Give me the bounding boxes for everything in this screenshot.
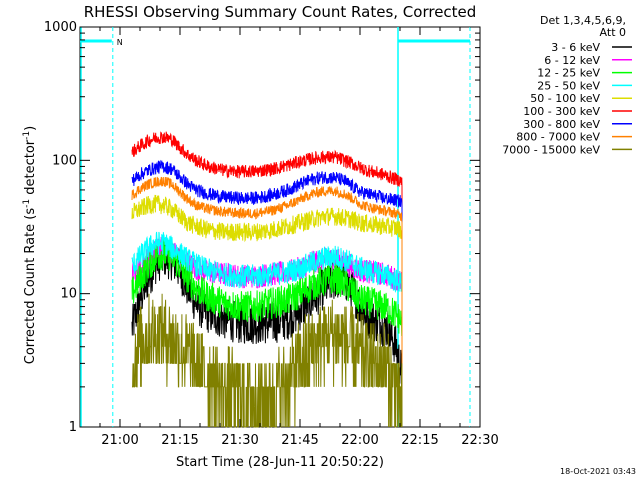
legend-header-line: Det 1,3,4,5,6,9,	[540, 14, 626, 27]
y-tick-label: 10	[60, 287, 77, 302]
x-tick-label: 22:30	[461, 433, 498, 448]
x-tick-label: 21:30	[221, 433, 258, 448]
series-layer	[131, 131, 403, 428]
legend-label: 25 - 50 keV	[537, 79, 600, 92]
series-line-6	[131, 159, 403, 427]
legend-label: 100 - 300 keV	[523, 105, 600, 118]
legend-header-line: Att 0	[600, 26, 626, 39]
y-axis-label-main: Corrected Count Rate (s	[23, 208, 38, 365]
series-line-3	[131, 231, 403, 427]
x-tick-label: 21:45	[281, 433, 318, 448]
y-tick-label: 1	[69, 420, 77, 435]
x-tick-label: 22:00	[341, 433, 378, 448]
chart-title: RHESSI Observing Summary Count Rates, Co…	[84, 3, 477, 21]
y-axis-label-sup1: -1	[22, 199, 32, 208]
y-axis-label-end: )	[23, 126, 38, 131]
y-axis-label: Corrected Count Rate (s-1 detector-1)	[22, 126, 38, 364]
legend-label: 6 - 12 keV	[544, 54, 600, 67]
series-line-8	[132, 293, 403, 428]
night-label: N	[117, 38, 123, 47]
legend-label: 800 - 7000 keV	[516, 131, 600, 144]
series-line-5	[131, 131, 403, 427]
x-tick-label: 21:00	[101, 433, 138, 448]
x-tick-label: 22:15	[401, 433, 438, 448]
legend-label: 7000 - 15000 keV	[502, 143, 600, 156]
y-tick-label: 100	[52, 153, 77, 168]
legend-label: 300 - 800 keV	[523, 118, 600, 131]
series-line-2	[131, 238, 403, 427]
timestamp: 18-Oct-2021 03:43	[560, 467, 636, 476]
legend-label: 50 - 100 keV	[530, 92, 600, 105]
series-line-4	[131, 194, 403, 427]
legend-label: 3 - 6 keV	[551, 41, 600, 54]
x-tick-label: 21:15	[161, 433, 198, 448]
y-axis-label-mid: detector	[23, 139, 38, 199]
y-tick-label: 1000	[44, 20, 77, 35]
y-axis-label-sup2: -1	[22, 131, 32, 140]
x-axis-label: Start Time (28-Jun-11 20:50:22)	[176, 455, 384, 470]
series-line-7	[131, 176, 403, 427]
axis-layer: 21:00 21:15 21:30 21:45 22:00 22:15 22:30 1 10 10…	[44, 20, 499, 448]
legend-label: 12 - 25 keV	[537, 67, 600, 80]
